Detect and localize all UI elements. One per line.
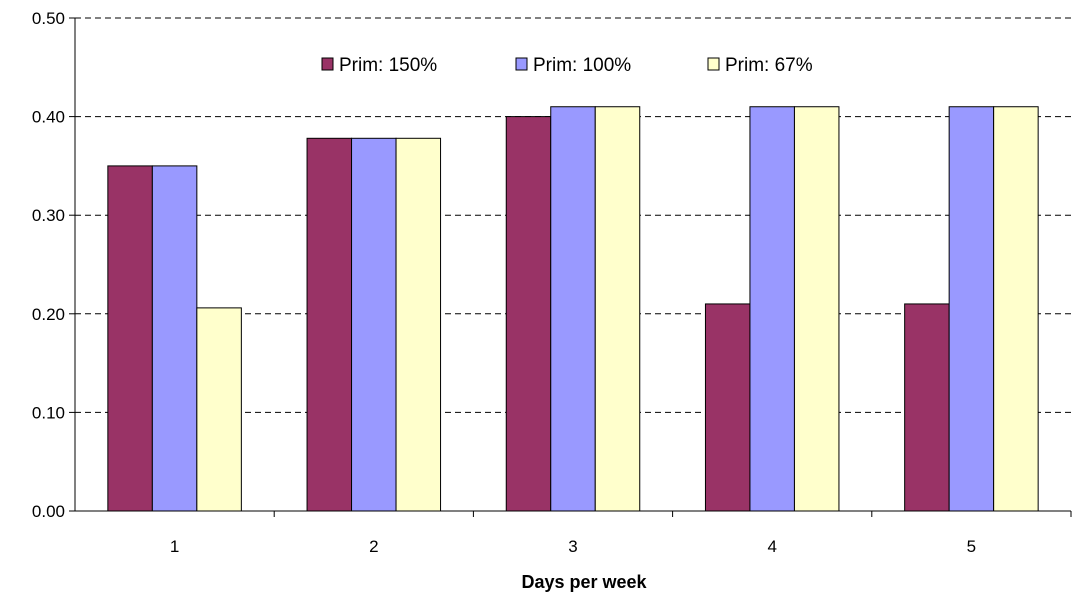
legend-swatch: [707, 57, 720, 71]
legend-swatch: [515, 57, 528, 71]
bar: [151, 165, 198, 512]
x-tick-label: 4: [767, 537, 776, 556]
bar: [196, 307, 242, 512]
x-tick-label: 5: [967, 537, 976, 556]
y-tick-label: 0.40: [32, 108, 65, 127]
y-tick-label: 0.30: [32, 206, 65, 225]
bar: [793, 106, 840, 512]
y-tick-label: 0.00: [32, 502, 65, 521]
bar: [749, 106, 795, 512]
bar: [993, 106, 1039, 512]
legend-label: Prim: 150%: [339, 55, 437, 76]
legend: Prim: 150% Prim: 100% Prim: 67%: [321, 55, 813, 76]
bar: [306, 137, 353, 512]
y-tick-label: 0.50: [32, 9, 65, 28]
axes: [69, 17, 1072, 517]
x-tick-labels: 1 2 3 4 5: [170, 537, 976, 556]
bar: [505, 116, 552, 512]
bar: [550, 106, 596, 512]
bar: [904, 303, 950, 512]
bar: [948, 106, 995, 512]
bar: [704, 303, 751, 512]
bars: [107, 106, 1039, 512]
y-tick-label: 0.10: [32, 403, 65, 422]
bar: [395, 137, 442, 512]
legend-label: Prim: 67%: [725, 55, 813, 76]
bar: [351, 137, 397, 512]
y-tick-label: 0.20: [32, 305, 65, 324]
y-tick-labels: 0.00 0.10 0.20 0.30 0.40 0.50: [32, 9, 65, 521]
x-tick-label: 2: [369, 537, 378, 556]
legend-label: Prim: 100%: [533, 55, 631, 76]
x-axis-label: Days per week: [521, 572, 647, 592]
x-tick-label: 3: [568, 537, 577, 556]
x-tick-label: 1: [170, 537, 179, 556]
bar: [107, 165, 153, 512]
bar: [594, 106, 641, 512]
legend-swatch: [321, 57, 334, 71]
